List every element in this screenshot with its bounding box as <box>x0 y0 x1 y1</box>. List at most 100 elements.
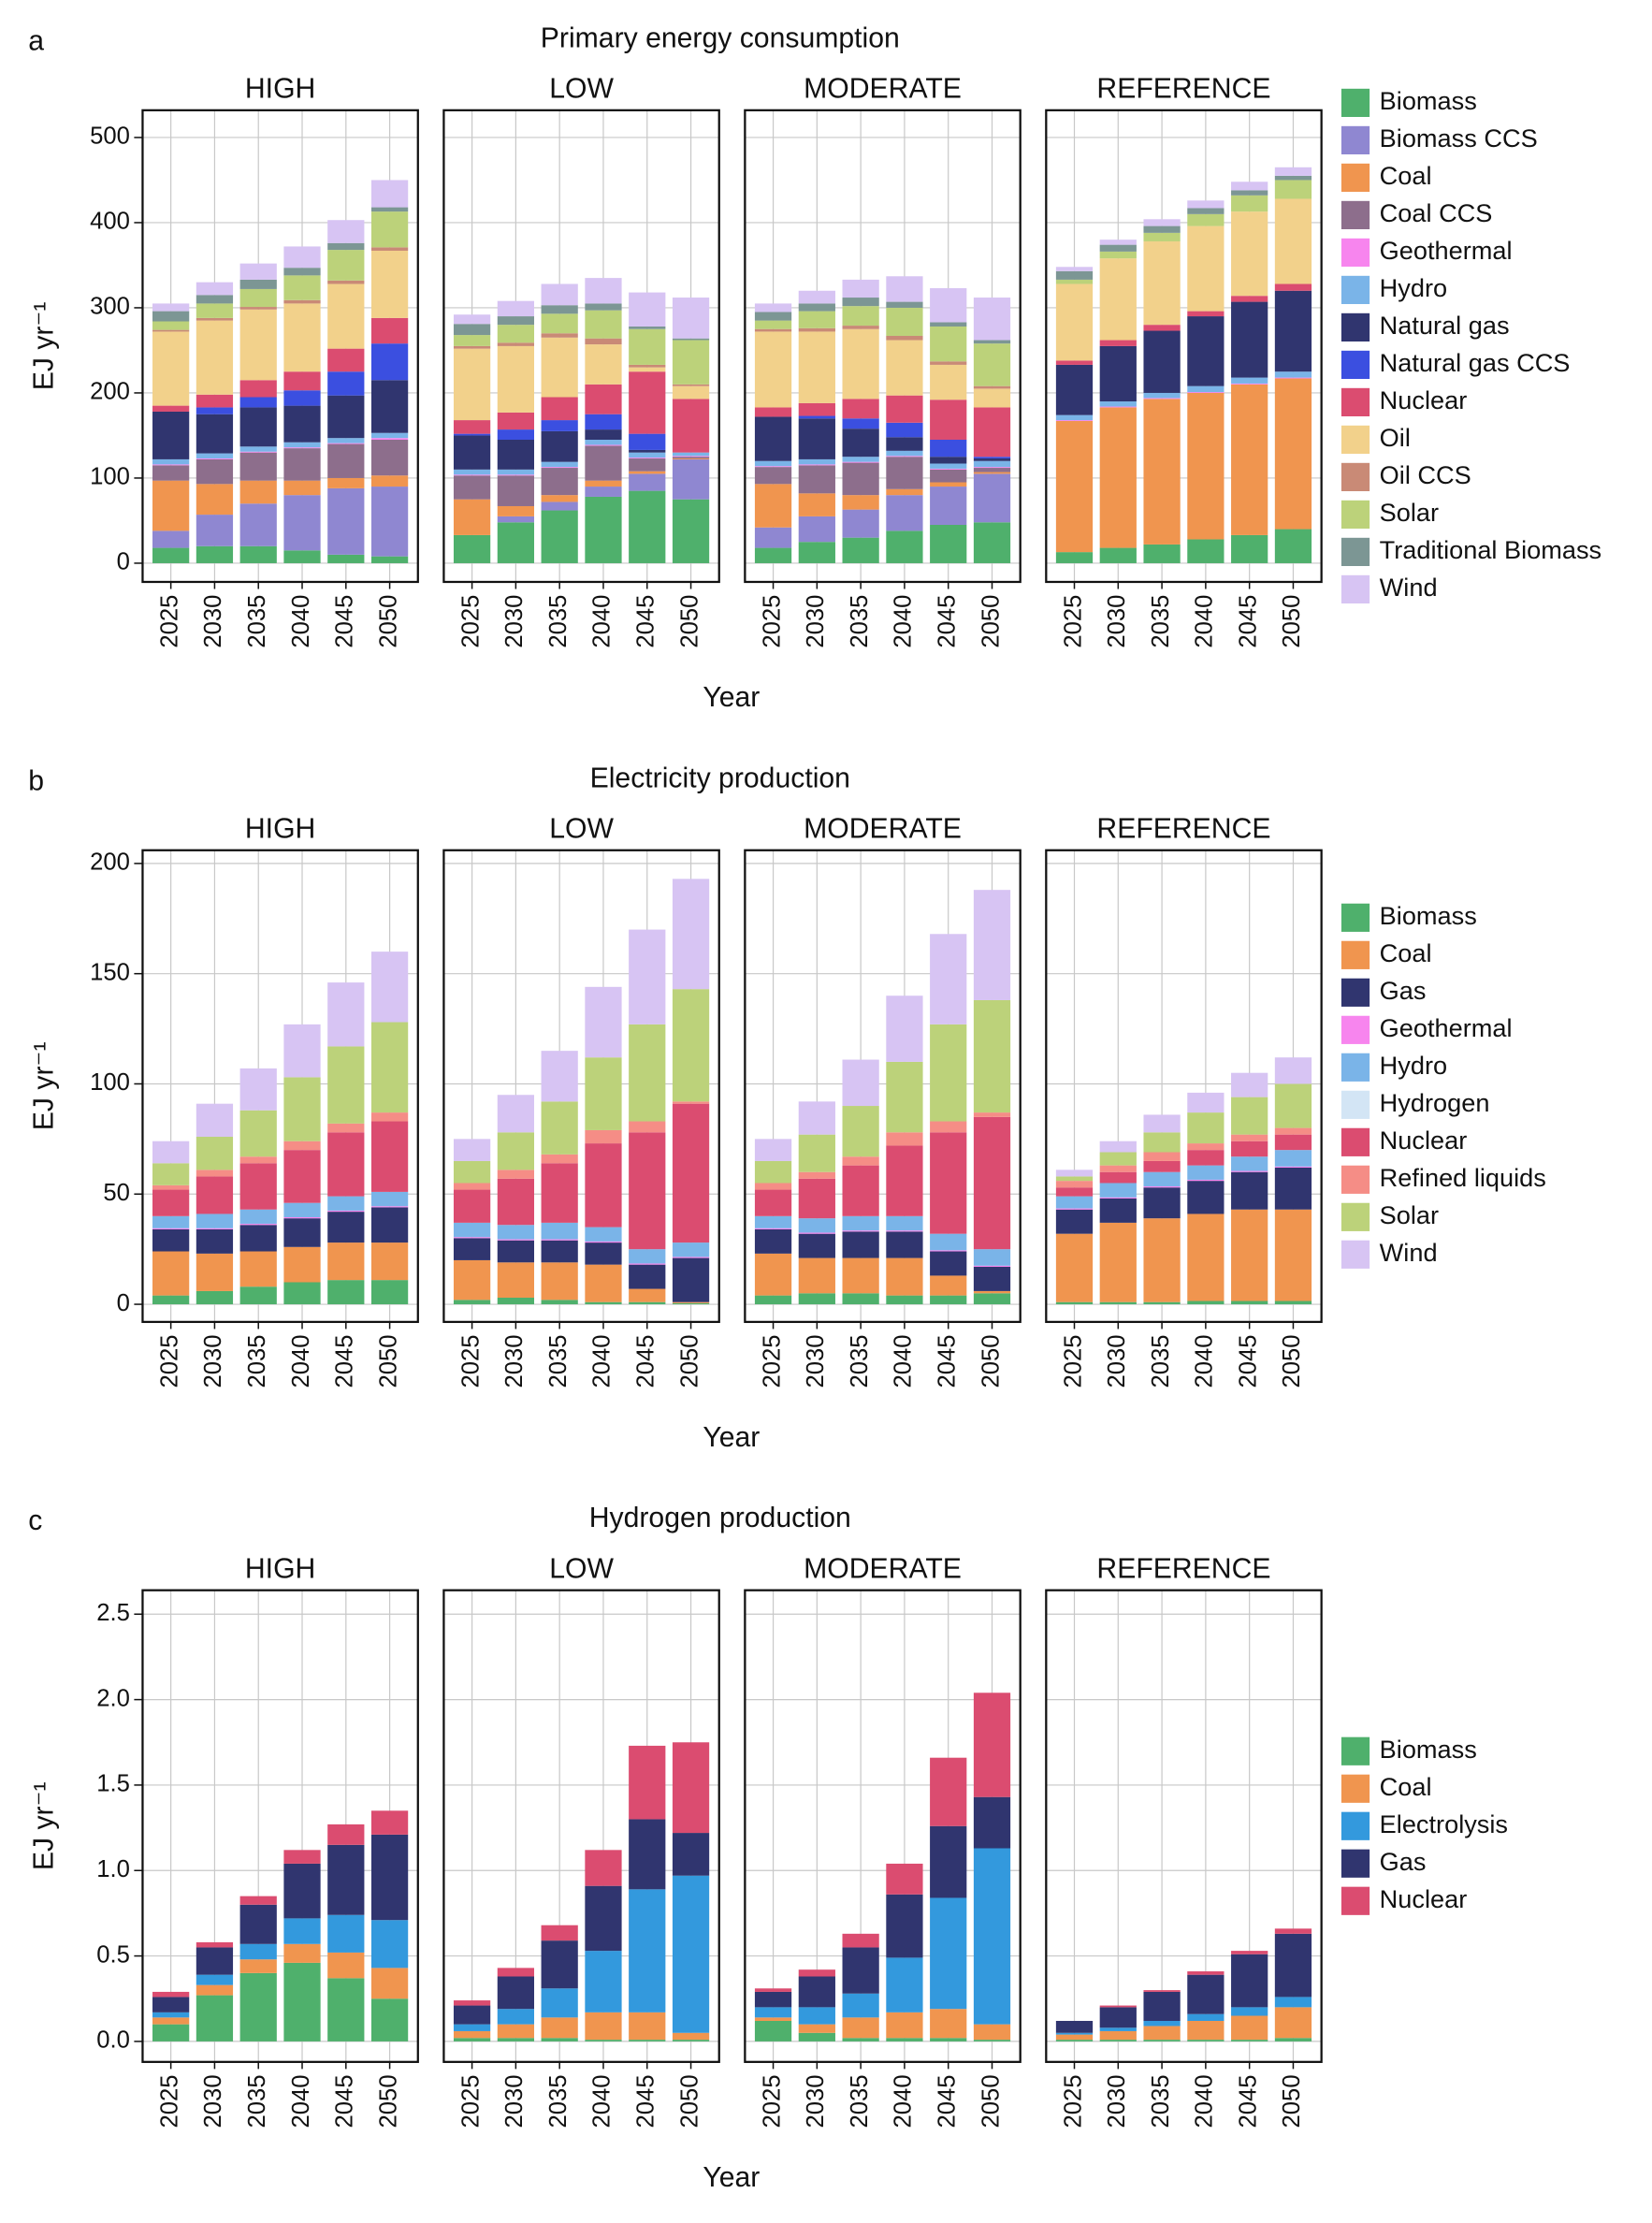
bar-segment <box>1099 1198 1137 1223</box>
y-tick-label: 300 <box>90 294 130 320</box>
x-tick-label: 2025 <box>759 1334 785 1388</box>
x-tick-label: 2050 <box>1279 595 1305 648</box>
bar-segment <box>798 1178 835 1219</box>
bar-segment <box>1099 407 1137 548</box>
bar-segment <box>196 320 234 395</box>
bar-segment <box>453 324 491 336</box>
bar-segment <box>541 510 578 563</box>
bar-segment <box>1274 1933 1312 1998</box>
bar-segment <box>930 457 967 464</box>
bar-segment <box>585 310 622 339</box>
bar-segment <box>930 326 967 362</box>
bar-segment <box>1143 1218 1181 1302</box>
bar-segment <box>1099 2007 1137 2028</box>
bar-segment <box>152 2017 190 2025</box>
bar-segment <box>585 445 622 481</box>
bar-segment <box>973 522 1011 563</box>
bar-segment <box>798 2007 835 2025</box>
bar-segment <box>754 328 792 332</box>
bar-segment <box>239 1896 277 1905</box>
x-tick-label: 2040 <box>589 1334 616 1388</box>
panel-border <box>744 849 1022 1324</box>
bar-segment <box>196 458 234 485</box>
bar-segment <box>370 432 409 439</box>
facet-title: MODERATE <box>804 74 962 105</box>
bar-segment <box>283 1024 321 1078</box>
bar-segment <box>930 469 967 483</box>
bar-segment <box>973 1267 1011 1291</box>
bar-segment <box>497 474 535 476</box>
x-tick-label: 2050 <box>1279 2074 1305 2128</box>
bar-segment <box>497 345 535 413</box>
bar-segment <box>1274 1997 1312 2008</box>
bar-segment <box>886 488 923 496</box>
bar-segment <box>152 1228 190 1252</box>
legend-swatch <box>1340 238 1370 268</box>
bar-segment <box>1099 2030 1137 2041</box>
bar-segment <box>672 2040 710 2041</box>
bar-segment <box>585 1242 622 1265</box>
bar-segment <box>541 420 578 431</box>
legend-swatch <box>1340 903 1370 932</box>
legend-swatch <box>1340 275 1370 304</box>
bar-segment <box>196 515 234 546</box>
bar-segment <box>541 337 578 398</box>
bar-segment <box>754 2017 792 2021</box>
bar-segment <box>842 418 879 429</box>
bar-segment <box>370 440 409 476</box>
bar-segment <box>1143 1152 1181 1161</box>
bar-segment <box>1274 2007 1312 2039</box>
legend-swatch <box>1340 200 1370 230</box>
bar-segment <box>585 1850 622 1886</box>
bar-segment <box>672 1875 710 2033</box>
bar-segment <box>1187 539 1225 563</box>
bar-segment <box>239 263 277 280</box>
legend-swatch <box>1340 1849 1370 1878</box>
bar-segment <box>239 1959 277 1973</box>
x-tick-label: 2040 <box>288 1334 314 1388</box>
x-tick-label: 2040 <box>1192 1334 1218 1388</box>
bar-segment <box>1055 1181 1094 1188</box>
bar-segment <box>497 1262 535 1298</box>
bar-segment <box>196 1974 234 1985</box>
y-axis-label: EJ yr⁻¹ <box>28 1041 59 1130</box>
bar-segment <box>196 1941 234 1948</box>
bar-segment <box>541 1051 578 1102</box>
bar-segment <box>585 444 622 446</box>
bar-segment <box>541 1154 578 1164</box>
panel-border <box>442 1589 720 2063</box>
bar-segment <box>239 309 277 381</box>
bar-segment <box>239 480 277 504</box>
bar-segment <box>1187 2040 1225 2041</box>
bar-segment <box>1274 2038 1312 2041</box>
bar-segment <box>798 1969 835 1977</box>
bar-segment <box>370 1242 409 1281</box>
bar-segment <box>327 443 365 444</box>
bar-segment <box>1187 1971 1225 1975</box>
bar-segment <box>754 331 792 408</box>
bar-segment <box>886 276 923 302</box>
bar-segment <box>973 1290 1011 1294</box>
bar-segment <box>973 1249 1011 1266</box>
bar-segment <box>1143 325 1181 331</box>
bar-segment <box>886 1257 923 1296</box>
facet-title: MODERATE <box>804 1554 962 1585</box>
x-axis-label: Year <box>703 682 760 713</box>
legend-swatch <box>1340 312 1370 341</box>
bar-segment <box>370 1191 409 1207</box>
bar-segment <box>453 348 491 421</box>
bar-segment <box>1231 1072 1268 1097</box>
panel-border <box>442 849 720 1324</box>
legend-label: Solar <box>1380 498 1439 527</box>
bar-segment <box>886 301 923 308</box>
bar-segment <box>754 467 792 485</box>
x-tick-label: 2045 <box>633 1334 659 1388</box>
bar-segment <box>1143 544 1181 563</box>
bar-segment <box>1099 1301 1137 1305</box>
bar-segment <box>1055 2020 1094 2033</box>
legend-label: Geothermal <box>1380 1013 1513 1042</box>
bar-segment <box>973 298 1011 341</box>
x-tick-label: 2045 <box>633 595 659 648</box>
bar-segment <box>541 397 578 421</box>
bar-segment <box>629 1132 666 1250</box>
